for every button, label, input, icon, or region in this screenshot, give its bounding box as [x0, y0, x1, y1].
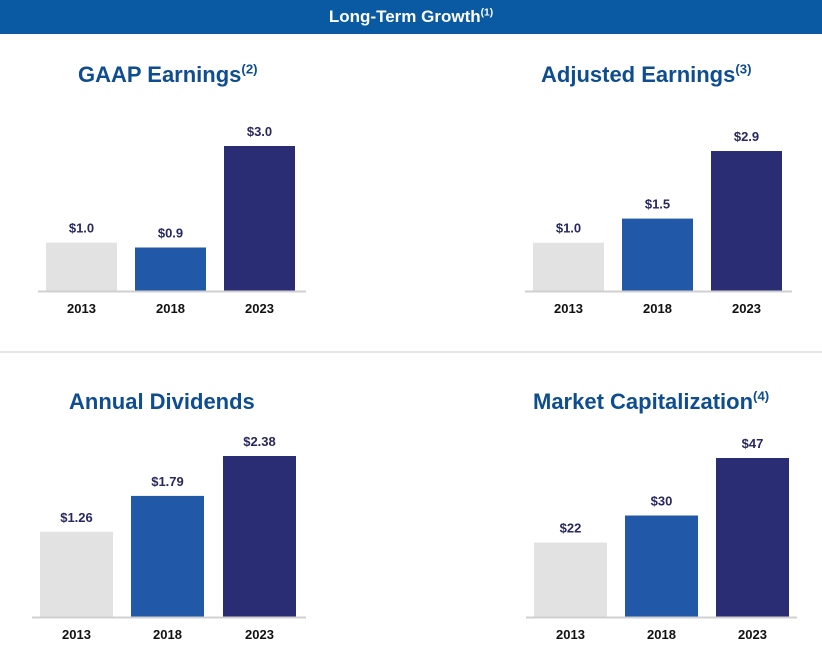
market-capitalization-value-label-2013: $22 — [560, 521, 582, 536]
adjusted-earnings-value-label-2013: $1.0 — [556, 221, 581, 236]
market-capitalization-bar-2018 — [625, 515, 698, 617]
market-capitalization-bar-2013 — [534, 542, 607, 617]
market-capitalization-value-label-2018: $30 — [651, 494, 673, 509]
section-divider — [0, 351, 822, 353]
market-capitalization-value-label-2023: $47 — [742, 436, 764, 451]
annual-dividends-tick-label-2018: 2018 — [153, 627, 182, 642]
market-capitalization-tick-label-2018: 2018 — [647, 627, 676, 642]
annual-dividends-value-label-2013: $1.26 — [60, 510, 93, 525]
chart-adjusted-earnings: $1.0 2013 $1.5 2018 $2.9 2023 — [525, 129, 792, 316]
gaap-earnings-bar-2023 — [224, 146, 295, 291]
gaap-footnote: (2) — [241, 61, 258, 77]
adjusted-earnings-bar-2018 — [622, 218, 693, 291]
gaap-earnings-value-label-2023: $3.0 — [247, 124, 272, 139]
banner: Long-Term Growth(1) — [0, 0, 822, 34]
gaap-earnings-value-label-2013: $1.0 — [69, 221, 94, 236]
adjusted-footnote: (3) — [735, 61, 752, 77]
gaap-earnings-bar-2013 — [46, 242, 117, 291]
chart-gaap-earnings: $1.0 2013 $0.9 2018 $3.0 2023 — [38, 124, 306, 316]
adjusted-earnings-tick-label-2013: 2013 — [554, 301, 583, 316]
market-capitalization-tick-label-2023: 2023 — [738, 627, 767, 642]
market-capitalization-bar-2023 — [716, 458, 789, 617]
adjusted-earnings-value-label-2018: $1.5 — [645, 197, 670, 212]
market-cap-footnote: (4) — [753, 388, 770, 404]
gaap-earnings-tick-label-2013: 2013 — [67, 301, 96, 316]
adjusted-earnings-bar-2013 — [533, 242, 604, 291]
annual-dividends-value-label-2023: $2.38 — [243, 434, 276, 449]
adjusted-earnings-bar-2023 — [711, 151, 782, 291]
chart-title-annual-dividends: Annual Dividends — [69, 389, 255, 414]
chart-title-market-capitalization: Market Capitalization(4) — [533, 388, 770, 414]
banner-footnote: (1) — [480, 7, 494, 19]
chart-title-gaap-earnings: GAAP Earnings(2) — [78, 61, 258, 87]
gaap-earnings-value-label-2018: $0.9 — [158, 226, 183, 241]
annual-dividends-bar-2023 — [223, 456, 296, 617]
annual-dividends-bar-2013 — [40, 531, 113, 617]
annual-dividends-bar-2018 — [131, 495, 204, 617]
annual-dividends-tick-label-2023: 2023 — [245, 627, 274, 642]
adjusted-earnings-tick-label-2023: 2023 — [732, 301, 761, 316]
adjusted-earnings-value-label-2023: $2.9 — [734, 129, 759, 144]
chart-annual-dividends: $1.26 2013 $1.79 2018 $2.38 2023 — [32, 434, 306, 642]
gaap-earnings-tick-label-2023: 2023 — [245, 301, 274, 316]
banner-title: Long-Term Growth — [328, 7, 481, 26]
chart-market-capitalization: $22 2013 $30 2018 $47 2023 — [526, 436, 797, 642]
annual-dividends-tick-label-2013: 2013 — [62, 627, 91, 642]
annual-dividends-value-label-2018: $1.79 — [151, 474, 184, 489]
chart-title-adjusted-earnings: Adjusted Earnings(3) — [541, 61, 752, 87]
adjusted-earnings-tick-label-2018: 2018 — [643, 301, 672, 316]
gaap-earnings-tick-label-2018: 2018 — [156, 301, 185, 316]
market-capitalization-tick-label-2013: 2013 — [556, 627, 585, 642]
gaap-earnings-bar-2018 — [135, 247, 206, 291]
